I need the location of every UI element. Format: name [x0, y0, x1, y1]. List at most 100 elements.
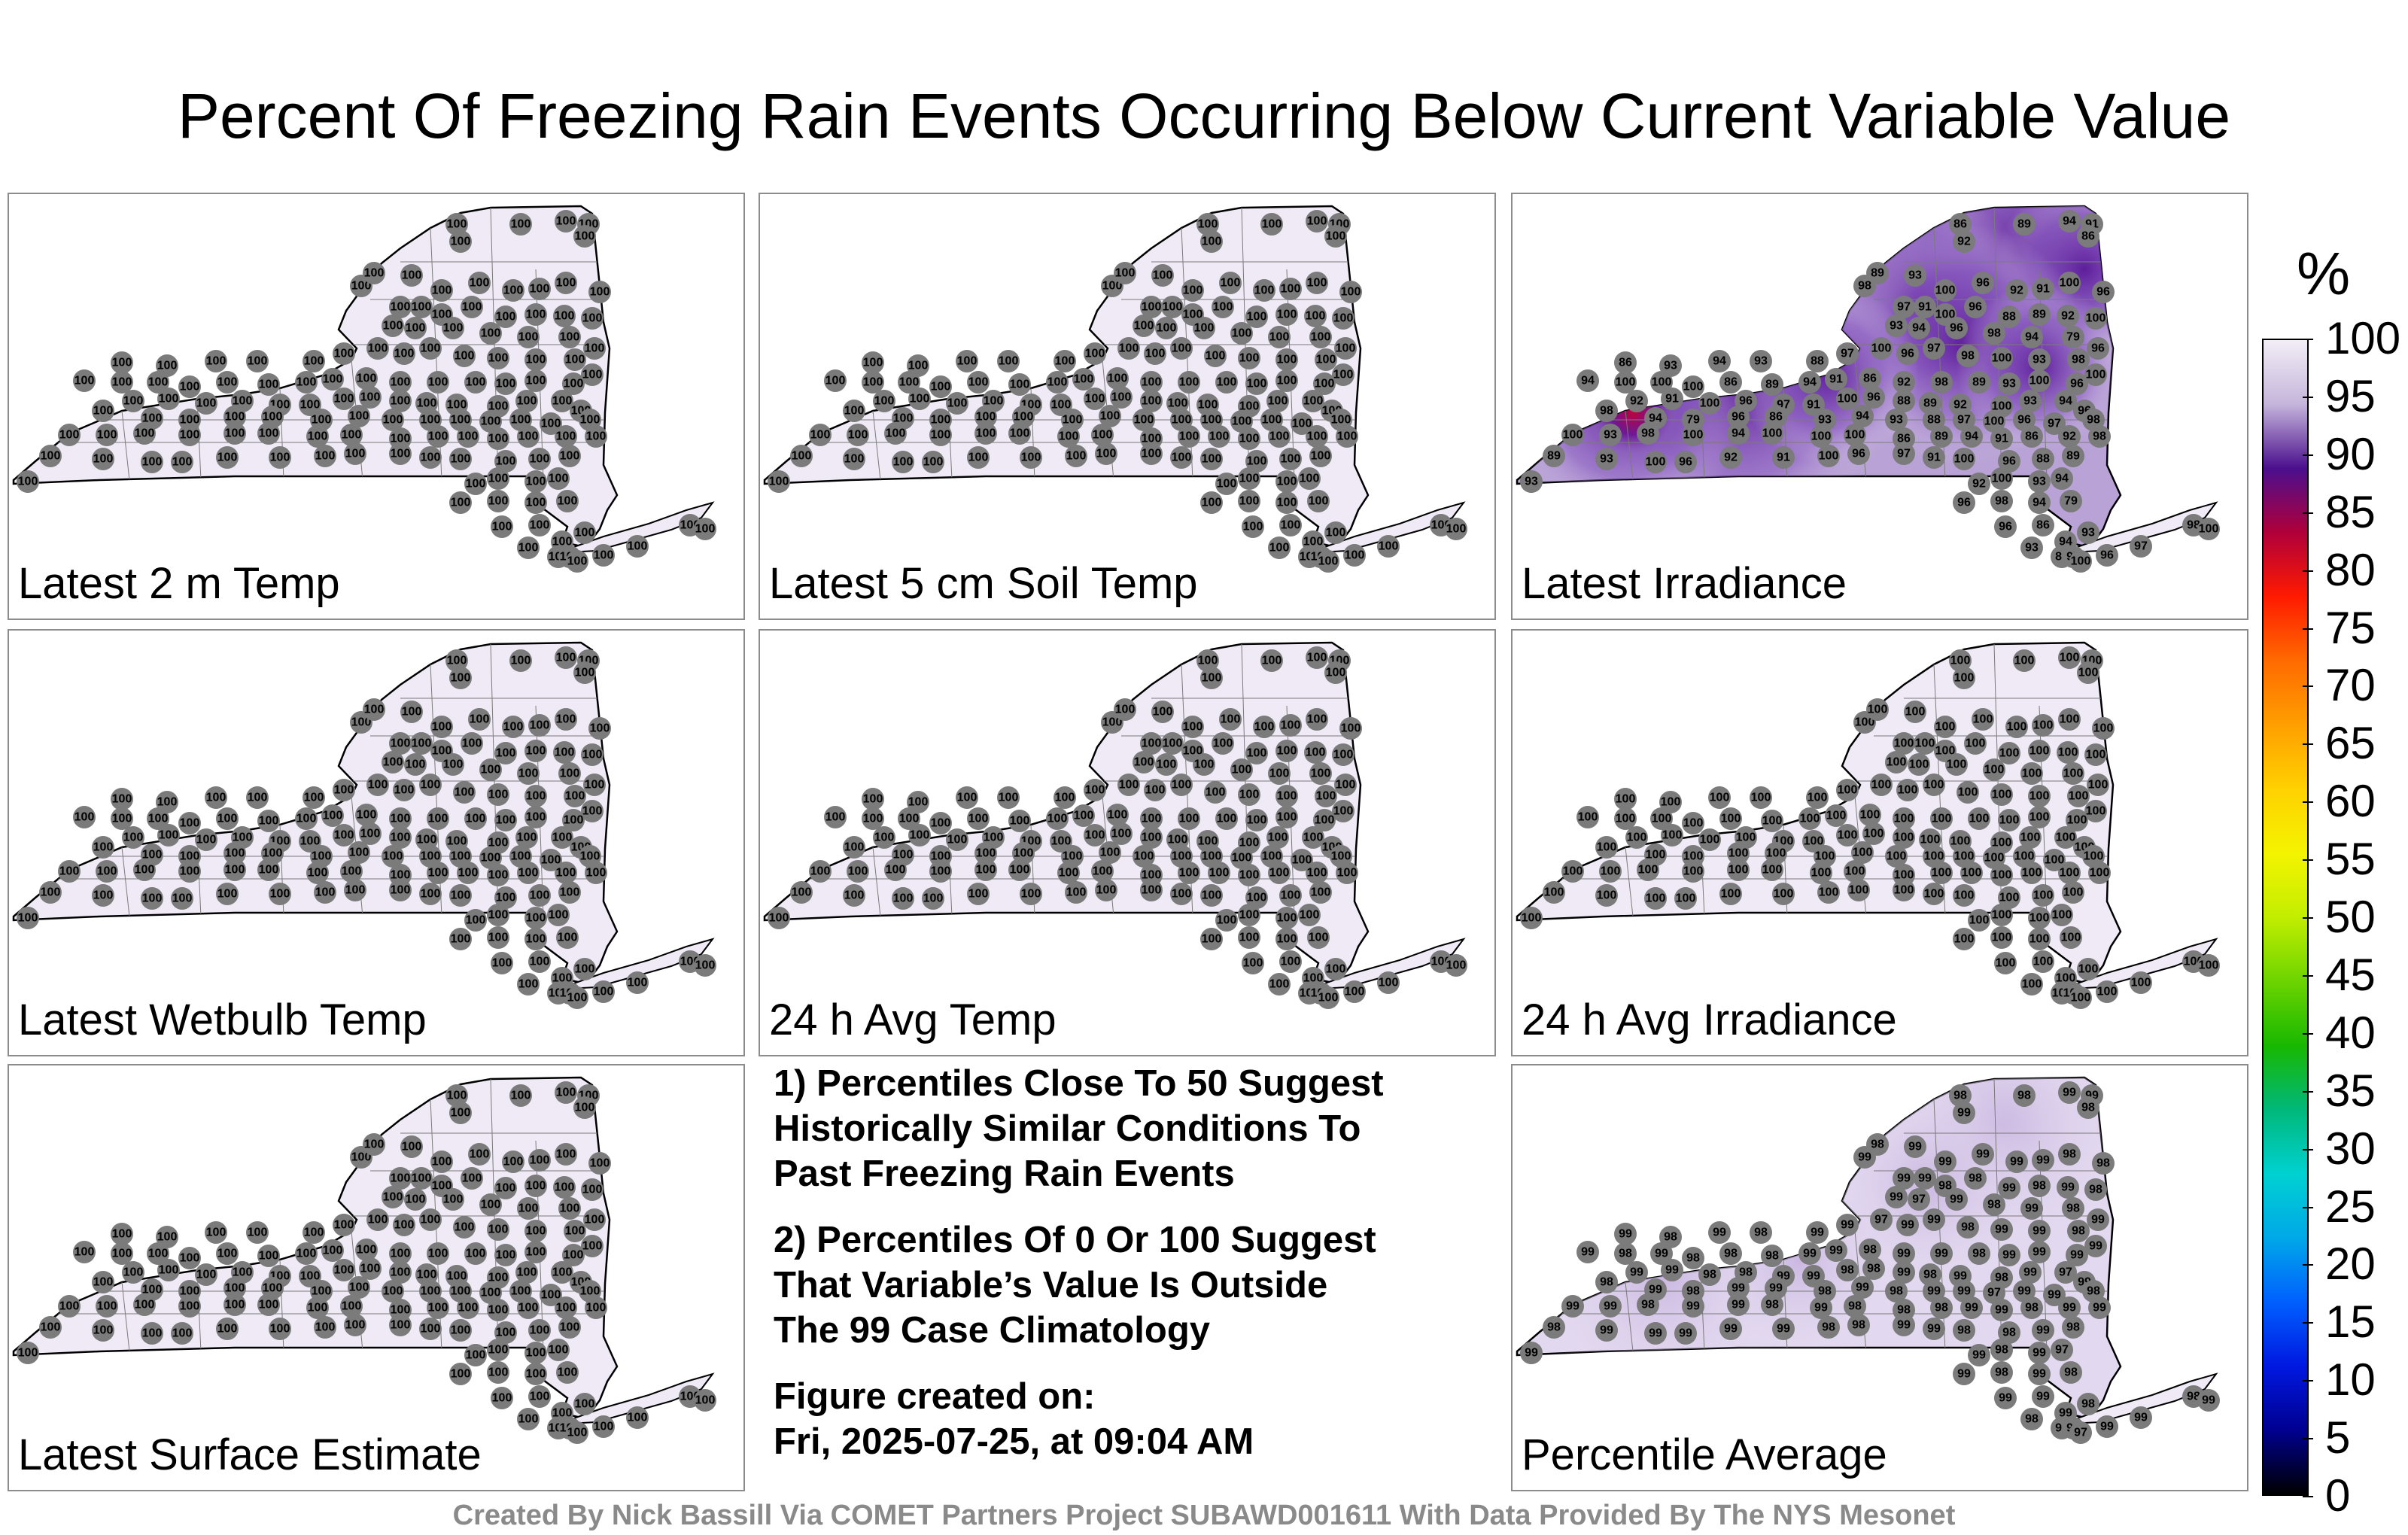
- station-value: 99: [2048, 1289, 2061, 1302]
- colorbar-tick-label: 0: [2325, 1470, 2351, 1521]
- station-marker: 100: [588, 281, 611, 303]
- station-value: 100: [1984, 415, 2005, 428]
- station-value: 94: [2059, 536, 2072, 549]
- station-marker: 100: [216, 1242, 239, 1265]
- station-value: 100: [391, 884, 411, 897]
- station-value: 100: [899, 813, 920, 825]
- station-value: 100: [1239, 495, 1260, 508]
- station-marker: 100: [1761, 810, 1783, 832]
- station-value: 99: [1953, 1270, 1967, 1283]
- station-value: 100: [1066, 886, 1087, 899]
- station-value: 100: [1811, 430, 1832, 443]
- station-value: 100: [931, 381, 951, 394]
- station-marker: 100: [442, 753, 464, 776]
- station-marker: 100: [1930, 862, 1953, 884]
- colorbar-tick-mark: [2303, 917, 2313, 919]
- station-marker: 100: [2032, 950, 2054, 973]
- station-value: 100: [518, 768, 539, 780]
- station-value: 100: [1616, 376, 1636, 389]
- station-marker: 100: [1084, 824, 1106, 847]
- station-value: 100: [1954, 453, 1975, 466]
- station-value: 100: [1247, 455, 1267, 468]
- station-marker: 100: [1306, 272, 1328, 294]
- colorbar-tick-mark: [2303, 974, 2313, 977]
- station-value: 100: [1871, 342, 1892, 355]
- station-marker: 100: [1810, 862, 1832, 884]
- station-value: 100: [1142, 869, 1162, 882]
- station-value: 94: [1803, 376, 1817, 389]
- station-value: 100: [225, 864, 245, 877]
- station-value: 100: [1194, 322, 1215, 335]
- station-value: 100: [899, 376, 920, 389]
- station-marker: 100: [96, 860, 118, 883]
- station-marker: 100: [141, 887, 163, 910]
- station-marker: 100: [382, 845, 404, 868]
- station-value: 100: [1198, 218, 1218, 231]
- station-marker: 100: [58, 1295, 81, 1318]
- station-value: 100: [594, 549, 614, 562]
- colorbar-tick-mark: [2303, 628, 2313, 630]
- panel-label: Latest 2 m Temp: [18, 559, 340, 608]
- station-marker: 100: [553, 305, 576, 327]
- station-value: 100: [968, 451, 989, 464]
- station-marker: 100: [449, 1363, 472, 1385]
- long-island-outline: [567, 938, 715, 990]
- station-marker: 98: [2062, 1316, 2084, 1339]
- station-marker: 100: [1727, 842, 1750, 865]
- station-value: 100: [2029, 790, 2050, 803]
- station-marker: 100: [1279, 714, 1302, 737]
- station-marker: 100: [524, 1175, 547, 1197]
- station-marker: 100: [355, 804, 378, 826]
- station-value: 100: [488, 352, 509, 365]
- station-marker: 100: [1339, 281, 1362, 303]
- station-value: 100: [530, 1324, 550, 1337]
- station-value: 100: [526, 790, 546, 803]
- station-marker: 100: [1983, 758, 2005, 781]
- station-value: 100: [555, 310, 575, 323]
- station-value: 100: [511, 1285, 531, 1298]
- station-marker: 100: [1170, 774, 1193, 796]
- station-marker: 98: [1930, 1296, 1953, 1319]
- station-marker: 100: [585, 1296, 607, 1319]
- station-value: 100: [263, 411, 283, 424]
- station-value: 100: [2056, 972, 2076, 985]
- station-value: 98: [1686, 1252, 1700, 1265]
- station-marker: 100: [581, 1178, 604, 1201]
- station-value: 100: [417, 834, 437, 847]
- station-value: 100: [1232, 764, 1252, 777]
- station-marker: 100: [178, 424, 201, 446]
- station-value: 100: [2029, 375, 2050, 388]
- station-marker: 100: [487, 864, 509, 886]
- station-value: 100: [1446, 523, 1467, 536]
- station-value: 94: [1732, 427, 1745, 440]
- station-value: 100: [432, 721, 452, 734]
- station-marker: 100: [1230, 758, 1253, 781]
- station-value: 100: [447, 1270, 467, 1283]
- map-panel-percentile-average: 98 98 99 99 98 99 99 98 99 99 99 99 99 98 98 99 99 98 98 99…: [1511, 1064, 2248, 1491]
- station-value: 93: [1604, 429, 1617, 442]
- station-marker: 100: [389, 1167, 412, 1190]
- station-value: 100: [432, 309, 452, 321]
- station-marker: 100: [389, 879, 412, 901]
- station-value: 100: [1894, 831, 1914, 844]
- station-marker: 100: [306, 1296, 329, 1319]
- station-value: 100: [2063, 768, 2084, 780]
- station-marker: 100: [626, 535, 649, 558]
- station-value: 100: [180, 429, 200, 442]
- colorbar-tick-mark: [2303, 743, 2313, 746]
- station-value: 98: [2025, 1413, 2039, 1426]
- station-marker: 100: [2058, 646, 2081, 669]
- station-marker: 100: [974, 422, 997, 445]
- station-value: 100: [93, 453, 114, 466]
- station-marker: 100: [1117, 774, 1140, 796]
- station-marker: 100: [205, 350, 227, 372]
- station-value: 100: [526, 476, 546, 488]
- station-value: 100: [1055, 355, 1075, 368]
- station-marker: 100: [562, 809, 585, 831]
- station-marker: 100: [907, 791, 929, 813]
- station-value: 100: [530, 719, 550, 732]
- station-value: 100: [893, 849, 914, 862]
- station-value: 100: [1318, 992, 1339, 1005]
- station-marker: 100: [269, 1318, 291, 1340]
- station-marker: 100: [479, 847, 502, 869]
